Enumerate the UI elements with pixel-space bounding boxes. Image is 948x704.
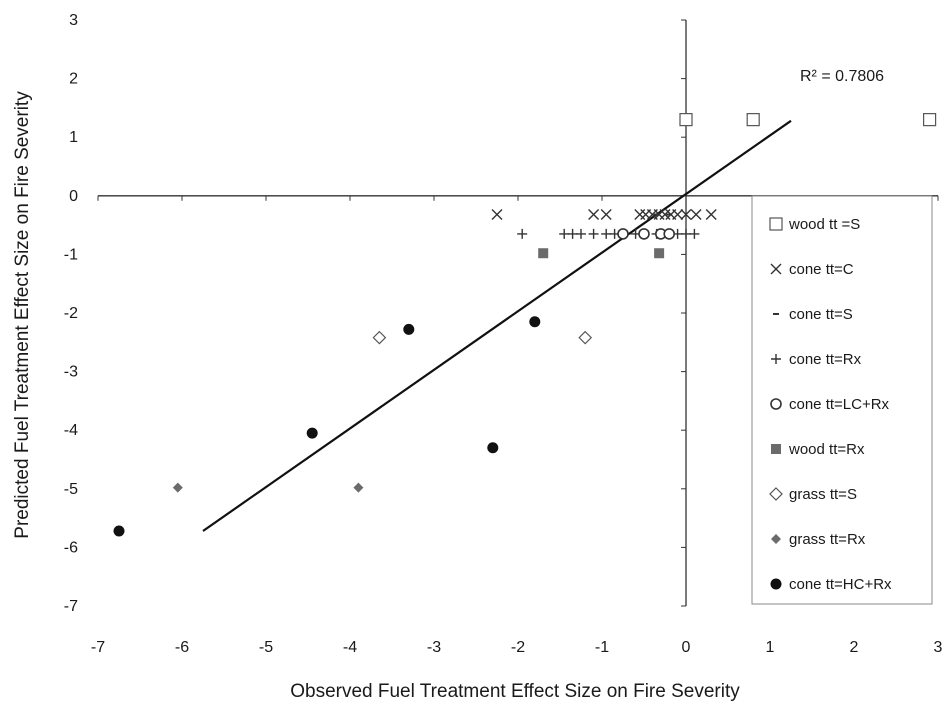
- data-point: [487, 442, 499, 454]
- x-tick-label: -5: [259, 639, 273, 656]
- data-point: [654, 248, 665, 259]
- r-squared-label: R² = 0.7806: [800, 68, 884, 85]
- legend-marker: [771, 354, 781, 364]
- y-tick-label: 2: [69, 71, 78, 88]
- legend-marker: [769, 217, 783, 231]
- x-tick-label: -6: [175, 639, 189, 656]
- data-point: [690, 209, 702, 221]
- legend-marker: [770, 263, 782, 275]
- x-tick-label: -1: [595, 639, 609, 656]
- data-point: [681, 228, 691, 239]
- data-point: [538, 248, 549, 259]
- y-tick-label: 3: [69, 12, 78, 29]
- legend-label: cone tt=HC+Rx: [789, 576, 892, 593]
- x-tick-label: -4: [343, 639, 357, 656]
- legend-box: [751, 195, 933, 605]
- x-tick-label: -3: [427, 639, 441, 656]
- data-point: [617, 228, 629, 240]
- legend-label: grass tt=S: [789, 486, 857, 503]
- data-point: [705, 209, 717, 221]
- x-tick-label: 3: [934, 639, 943, 656]
- y-tick-label: 1: [69, 129, 78, 146]
- data-point: [601, 228, 612, 239]
- x-axis-title: Observed Fuel Treatment Effect Size on F…: [290, 681, 740, 702]
- y-tick-label: -3: [64, 364, 78, 381]
- legend-label: wood tt=Rx: [788, 441, 865, 458]
- data-point: [306, 427, 318, 439]
- legend-label: wood tt =S: [788, 216, 860, 233]
- data-point: [517, 228, 528, 239]
- data-point: [578, 330, 593, 345]
- data-point: [491, 209, 503, 221]
- y-tick-label: -4: [64, 422, 78, 439]
- data-point: [634, 209, 646, 221]
- data-point: [672, 209, 684, 221]
- x-tick-label: 0: [682, 639, 691, 656]
- y-tick-label: -2: [64, 305, 78, 322]
- legend-marker: [770, 578, 782, 590]
- trendline-group: [202, 119, 792, 532]
- data-point: [529, 316, 541, 328]
- data-point: [576, 228, 586, 239]
- legend-marker: [771, 534, 781, 544]
- data-point: [663, 228, 676, 240]
- data-points: [113, 113, 937, 537]
- x-tick-label: -2: [511, 639, 525, 656]
- data-point: [588, 209, 600, 221]
- tick-labels: -7 -6 -5 -4 -3 -2 -1 0 1 2 3 -7 -6 -5 -4 -3 -2 -1 0 1 2 3: [64, 12, 943, 656]
- data-point: [689, 228, 700, 239]
- data-point: [559, 228, 570, 239]
- data-point: [638, 228, 650, 240]
- y-tick-label: -1: [64, 246, 78, 263]
- data-point: [746, 113, 760, 127]
- y-tick-label: -5: [64, 481, 78, 498]
- data-point: [680, 209, 692, 221]
- legend-label: cone tt=Rx: [789, 351, 862, 368]
- legend-marker: [769, 487, 783, 501]
- y-axis-title: Predicted Fuel Treatment Effect Size on …: [12, 91, 33, 539]
- y-tick-label: -7: [64, 598, 78, 615]
- data-point: [403, 323, 415, 335]
- legend: wood tt =S cone tt=C cone tt=S cone tt=Rx co…: [751, 195, 933, 605]
- data-point: [922, 113, 937, 127]
- x-tick-label: 2: [850, 639, 859, 656]
- data-point: [567, 228, 578, 239]
- legend-label: cone tt=LC+Rx: [789, 396, 890, 413]
- y-tick-label: -6: [64, 539, 78, 556]
- data-point: [353, 482, 364, 493]
- legend-label: cone tt=C: [789, 261, 854, 278]
- data-point: [172, 482, 183, 493]
- x-tick-label: -7: [91, 639, 105, 656]
- legend-label: grass tt=Rx: [789, 531, 866, 548]
- data-point: [372, 330, 387, 345]
- y-tick-label: 0: [69, 188, 78, 205]
- data-point: [679, 113, 693, 127]
- data-point: [113, 525, 125, 537]
- trendline: [202, 119, 792, 532]
- x-tick-label: 1: [766, 639, 775, 656]
- legend-marker: [770, 398, 782, 410]
- legend-label: cone tt=S: [789, 306, 853, 323]
- data-point: [600, 209, 612, 221]
- legend-marker: [771, 444, 781, 454]
- data-point: [588, 228, 599, 239]
